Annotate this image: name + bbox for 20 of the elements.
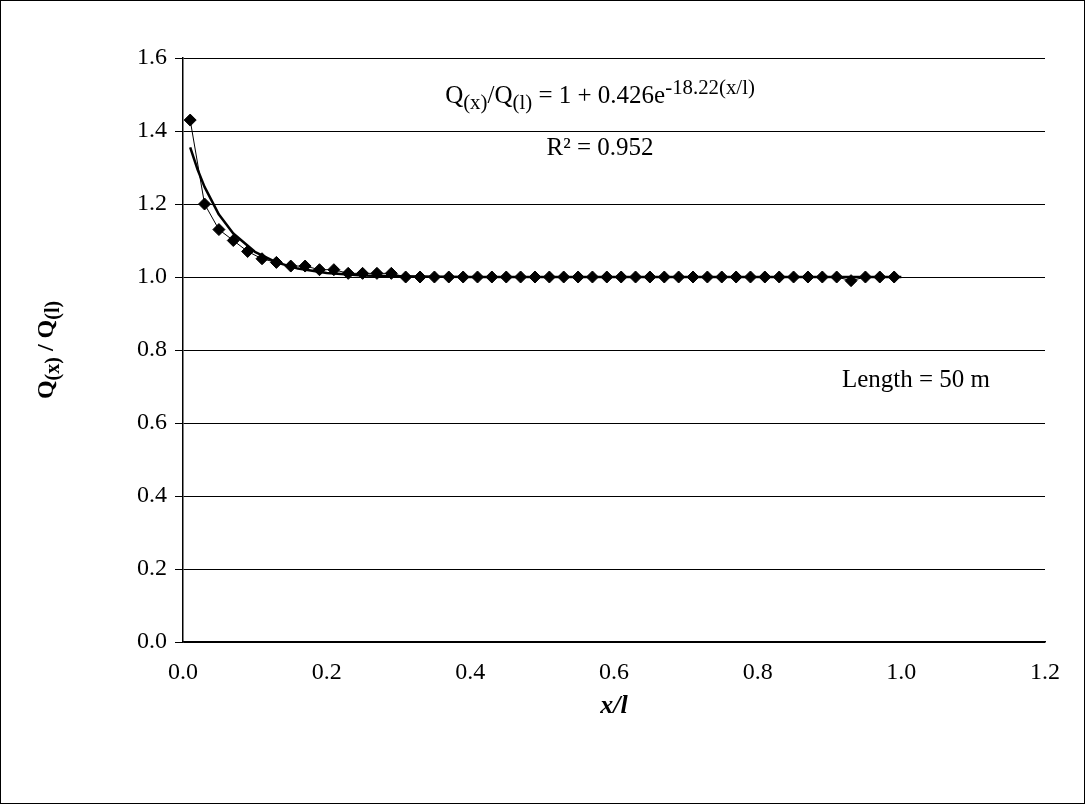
- x-tick-label: 0.8: [742, 657, 773, 684]
- y-tick-label: 0.2: [137, 554, 167, 581]
- y-tick-label: 0.4: [137, 481, 167, 508]
- y-tick-label: 1.0: [137, 262, 167, 289]
- y-tick-label: 0.6: [137, 408, 167, 435]
- annotation: R² = 0.952: [546, 133, 654, 161]
- x-tick-label: 0.2: [311, 657, 342, 684]
- x-tick-label: 0.0: [168, 657, 198, 684]
- x-tick-label: 0.4: [455, 657, 486, 684]
- annotation: Length = 50 m: [841, 365, 990, 393]
- x-tick-label: 1.0: [886, 657, 917, 684]
- annotation: Q$_{(x)}$/Q$_{(l)}$ = 1 + 0.426e$^{-18.22(x/l)}$: [445, 75, 755, 116]
- y-tick-label: 1.4: [137, 116, 167, 143]
- x-axis-title: x/l: [600, 690, 628, 720]
- y-tick-label: 0.0: [137, 627, 167, 654]
- y-tick-label: 1.6: [137, 43, 167, 70]
- x-tick-label: 0.6: [599, 657, 629, 684]
- x-tick-label: 1.2: [1030, 657, 1060, 684]
- y-tick-label: 1.2: [137, 189, 167, 216]
- y-tick-label: 0.8: [137, 335, 167, 362]
